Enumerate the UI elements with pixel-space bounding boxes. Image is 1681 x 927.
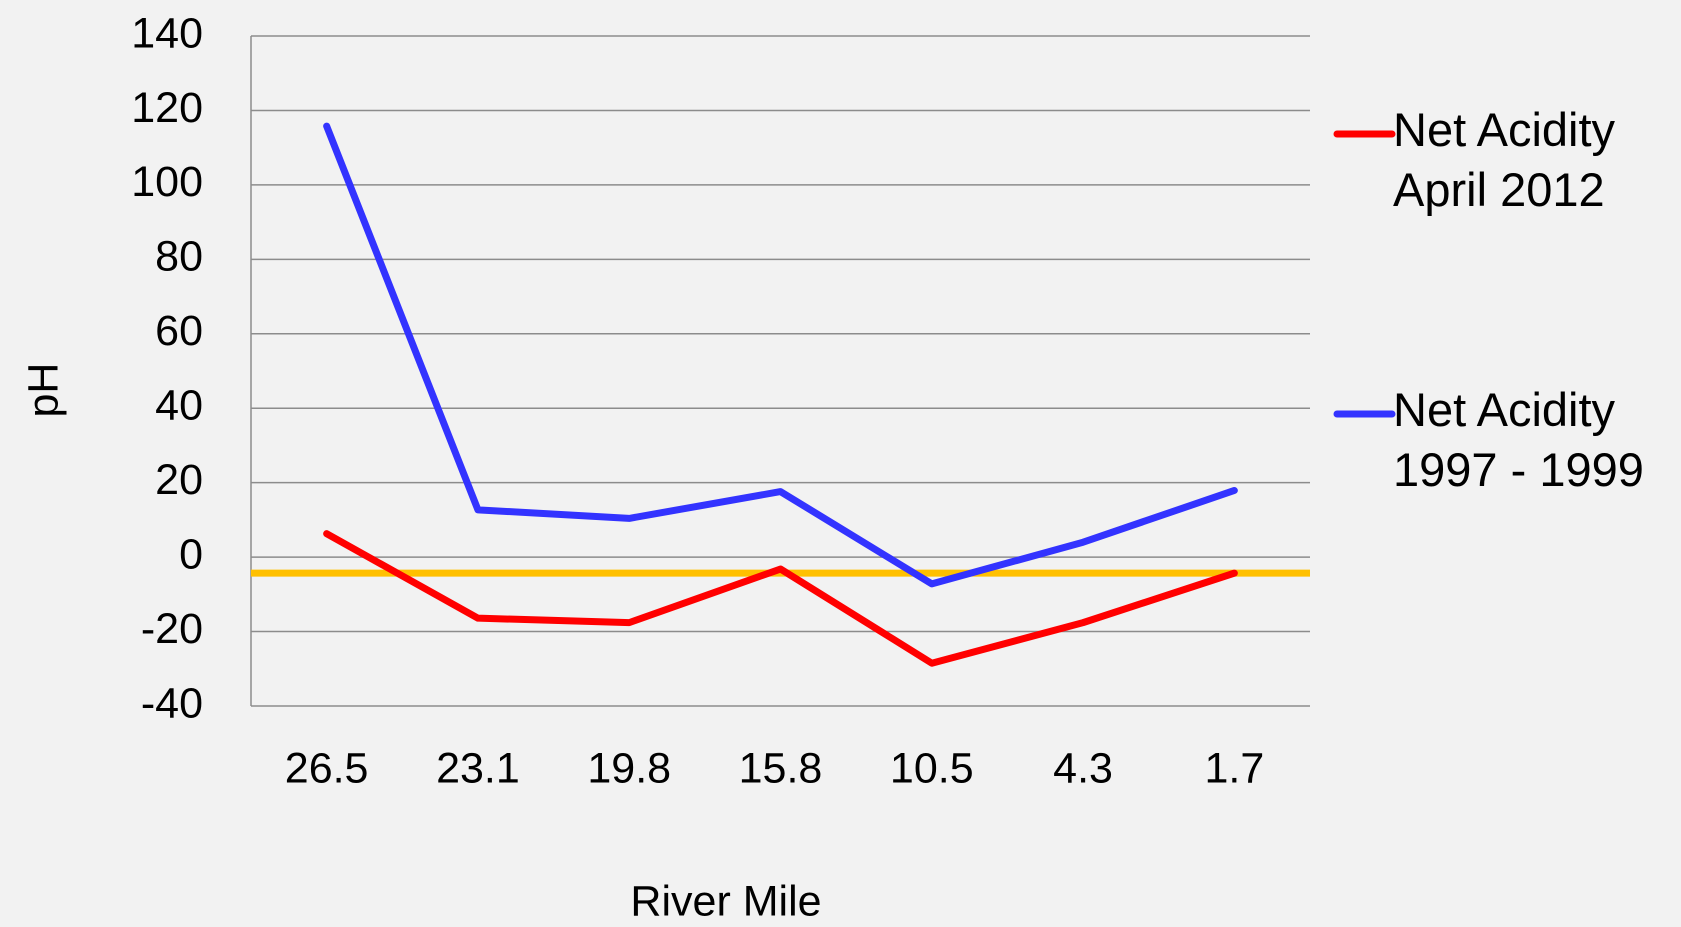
x-tick-label: 4.3 (1053, 744, 1113, 792)
y-tick-label: 80 (155, 233, 203, 281)
series-line (323, 122, 1238, 588)
y-tick-label: 60 (155, 307, 203, 355)
x-tick-label: 10.5 (890, 744, 974, 792)
y-tick-label: -20 (141, 605, 203, 653)
series-line (323, 530, 1238, 667)
y-tick-label: 120 (131, 84, 203, 132)
y-tick-label: 20 (155, 456, 203, 504)
x-tick-label: 15.8 (739, 744, 823, 792)
x-axis-label: River Mile (630, 877, 821, 925)
y-tick-label: 40 (155, 382, 203, 430)
legend-label: Net Acidity April 2012 (1393, 103, 1616, 216)
y-tick-label: -40 (141, 679, 203, 727)
y-axis-label: pH (19, 363, 67, 418)
y-tick-label: 100 (131, 158, 203, 206)
x-tick-label: 26.5 (285, 744, 369, 792)
y-tick-label: 140 (131, 9, 203, 57)
x-tick-label: 19.8 (587, 744, 671, 792)
x-tick-label: 1.7 (1204, 744, 1264, 792)
x-tick-label: 23.1 (436, 744, 520, 792)
legend-label: Net Acidity 1997 - 1999 (1393, 383, 1644, 496)
y-tick-label: 0 (179, 530, 203, 578)
